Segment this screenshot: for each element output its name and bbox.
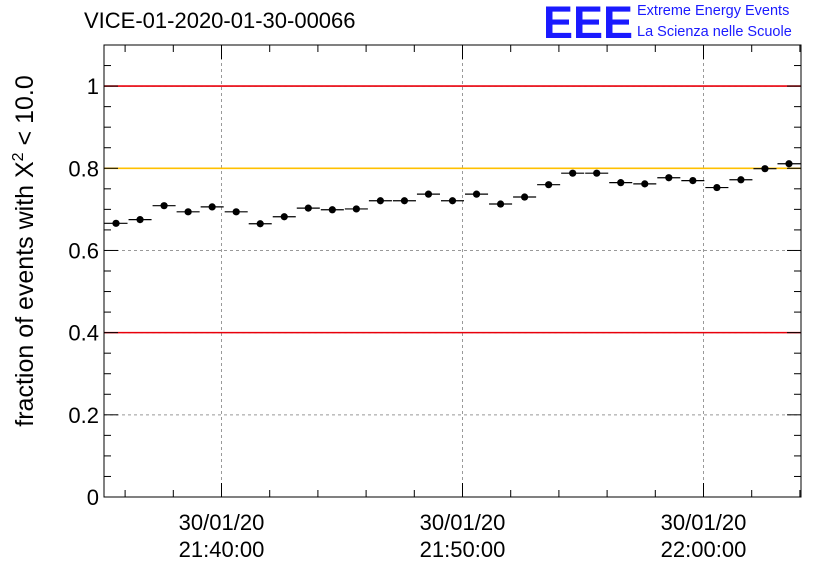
data-point bbox=[689, 177, 697, 185]
y-tick-label: 0.8 bbox=[68, 156, 99, 181]
reference-lines bbox=[104, 85, 801, 334]
x-tick-date: 30/01/20 bbox=[179, 510, 265, 535]
data-point bbox=[232, 208, 240, 216]
data-point bbox=[208, 203, 216, 211]
data-point bbox=[400, 197, 409, 205]
data-point bbox=[737, 176, 745, 184]
data-point bbox=[448, 197, 457, 205]
data-point bbox=[304, 204, 312, 212]
data-series bbox=[104, 160, 801, 228]
data-point bbox=[665, 174, 673, 182]
x-tick-time: 21:50:00 bbox=[420, 537, 506, 562]
data-point bbox=[785, 160, 793, 168]
y-tick-label: 1 bbox=[87, 74, 99, 99]
plot-frame bbox=[103, 44, 802, 498]
logo-tagline-2: La Scienza nelle Scuole bbox=[637, 24, 792, 40]
tick-labels: 00.20.40.60.8130/01/2021:40:0030/01/2021… bbox=[68, 74, 746, 562]
y-tick-label: 0.6 bbox=[68, 238, 99, 263]
data-point bbox=[593, 169, 601, 177]
data-point bbox=[521, 193, 529, 201]
grid bbox=[104, 45, 801, 497]
data-point bbox=[424, 190, 433, 198]
data-point bbox=[280, 213, 288, 221]
data-point bbox=[545, 181, 553, 189]
data-point bbox=[352, 205, 360, 213]
data-point bbox=[112, 219, 120, 227]
data-point bbox=[376, 197, 384, 205]
axis-ticks bbox=[104, 45, 801, 498]
data-point bbox=[136, 216, 144, 224]
logo-tagline-1: Extreme Energy Events bbox=[637, 3, 790, 19]
y-tick-label: 0.2 bbox=[68, 403, 99, 428]
data-point bbox=[569, 169, 577, 177]
data-point bbox=[713, 183, 721, 192]
y-tick-label: 0.4 bbox=[68, 321, 99, 346]
data-point bbox=[472, 190, 481, 198]
x-tick-time: 22:00:00 bbox=[661, 537, 747, 562]
x-tick-date: 30/01/20 bbox=[661, 510, 747, 535]
data-point bbox=[641, 180, 649, 188]
data-point bbox=[496, 200, 505, 208]
x-tick-time: 21:40:00 bbox=[179, 537, 265, 562]
x-tick-date: 30/01/20 bbox=[420, 510, 506, 535]
data-point bbox=[328, 206, 336, 214]
eee-logo: EEE bbox=[543, 0, 633, 44]
y-axis-label: fraction of events with X2 < 10.0 bbox=[10, 75, 39, 426]
data-point bbox=[160, 202, 168, 210]
data-point bbox=[761, 165, 769, 173]
svg-text:EEE: EEE bbox=[543, 0, 633, 44]
chart-title: VICE-01-2020-01-30-00066 bbox=[84, 8, 356, 33]
y-tick-label: 0 bbox=[87, 485, 99, 510]
data-point bbox=[617, 179, 625, 187]
data-point bbox=[256, 220, 264, 228]
data-point bbox=[184, 208, 192, 216]
